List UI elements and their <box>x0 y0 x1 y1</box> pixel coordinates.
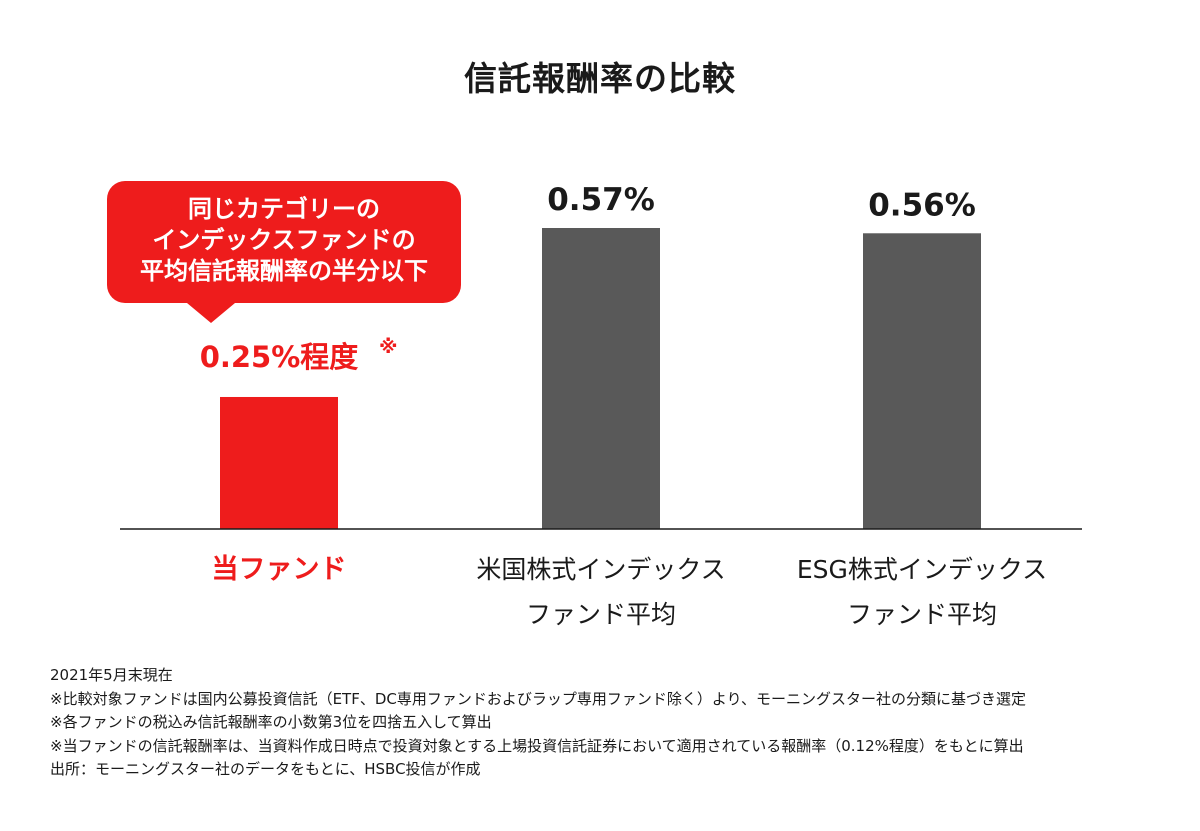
footnote-date: 2021年5月末現在 <box>50 666 173 684</box>
footnote-comparison: ※比較対象ファンドは国内公募投資信託（ETF、DC専用ファンドおよびラップ専用フ… <box>50 689 1026 708</box>
bar-chart: 0.25%程度 ※当ファンド0.57%米国株式インデックスファンド平均0.56%E… <box>120 182 1082 629</box>
value-label-2: 0.57% <box>547 182 655 218</box>
footnote-source: 出所：モーニングスター社のデータをもとに、HSBC投信が作成 <box>50 760 481 778</box>
callout-line-2: インデックスファンドの <box>152 226 416 254</box>
callout-line-3: 平均信託報酬率の半分以下 <box>140 257 428 285</box>
category-label-2-line-1: 米国株式インデックス <box>476 555 725 584</box>
footnote-rounding: ※各ファンドの税込み信託報酬率の小数第3位を四捨五入して算出 <box>50 713 492 731</box>
footnotes: 2021年5月末現在 ※比較対象ファンドは国内公募投資信託（ETF、DC専用ファ… <box>50 664 1026 782</box>
category-label-3-line-1: ESG株式インデックス <box>797 555 1047 584</box>
footnote-fund-fee: ※当ファンドの信託報酬率は、当資料作成日時点で投資対象とする上場投資信託証券にお… <box>50 736 1024 755</box>
value-label-note-mark: ※ <box>379 336 397 358</box>
category-label-3-line-2: ファンド平均 <box>847 600 997 629</box>
value-label-1: 0.25%程度 <box>200 340 359 374</box>
category-label-2-line-2: ファンド平均 <box>526 600 676 629</box>
bar-3 <box>863 233 981 529</box>
chart-title: 信託報酬率の比較 <box>464 59 736 98</box>
callout-bubble: 同じカテゴリーの インデックスファンドの 平均信託報酬率の半分以下 <box>107 181 461 323</box>
value-label-3: 0.56% <box>868 187 976 223</box>
bar-2 <box>542 228 660 529</box>
callout-line-1: 同じカテゴリーの <box>188 195 380 223</box>
bar-1 <box>220 396 338 529</box>
category-label-1-line-1: 当ファンド <box>212 554 347 585</box>
